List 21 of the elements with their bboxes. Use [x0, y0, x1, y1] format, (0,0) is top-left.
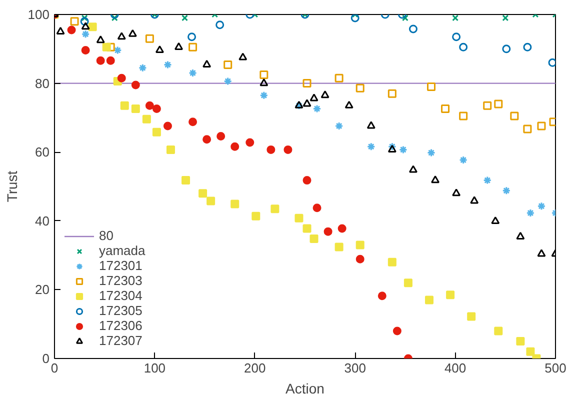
x-tick-label: 400	[444, 360, 466, 376]
legend-label: 172303	[99, 273, 142, 288]
x-tick-label: 200	[244, 360, 266, 376]
x-tick-label: 500	[544, 360, 566, 376]
y-tick-label: 100	[28, 7, 50, 22]
y-tick-label: 20	[35, 282, 50, 298]
y-tick-label: 0	[42, 351, 50, 366]
y-tick-label: 60	[35, 144, 50, 160]
legend-label: 172301	[99, 258, 142, 273]
y-axis-title: Trust	[4, 170, 20, 202]
legend-label: 172307	[99, 333, 142, 348]
legend-label: 172306	[99, 318, 142, 333]
y-tick-label: 80	[35, 76, 50, 91]
legend-label: yamada	[99, 243, 146, 258]
y-tick-label: 40	[35, 213, 50, 228]
x-tick-label: 100	[144, 360, 166, 376]
x-axis-title: Action	[286, 380, 324, 396]
legend-label: 80	[99, 228, 114, 243]
legend-label: 172305	[99, 303, 142, 318]
x-tick-label: 300	[344, 360, 366, 376]
legend-label: 172304	[99, 288, 142, 303]
